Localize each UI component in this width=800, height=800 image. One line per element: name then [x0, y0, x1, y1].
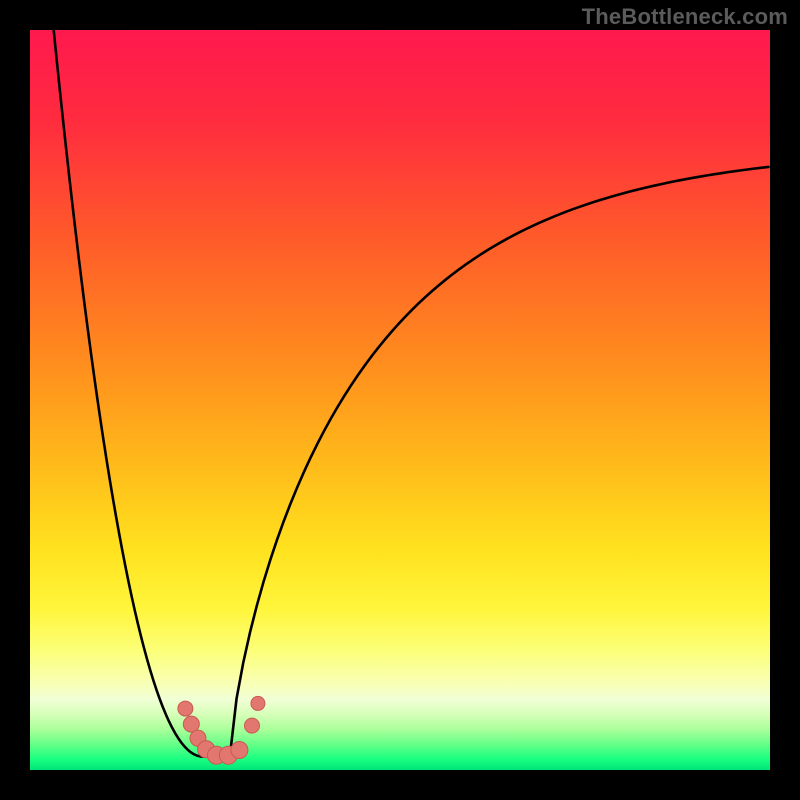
gradient-background: [30, 30, 770, 770]
floor-marker: [178, 701, 193, 716]
watermark-text: TheBottleneck.com: [582, 4, 788, 30]
floor-marker: [245, 718, 260, 733]
chart-frame: TheBottleneck.com: [0, 0, 800, 800]
bottleneck-chart: [30, 30, 770, 770]
floor-marker: [251, 696, 265, 710]
floor-marker: [183, 716, 199, 732]
floor-marker: [231, 742, 248, 759]
